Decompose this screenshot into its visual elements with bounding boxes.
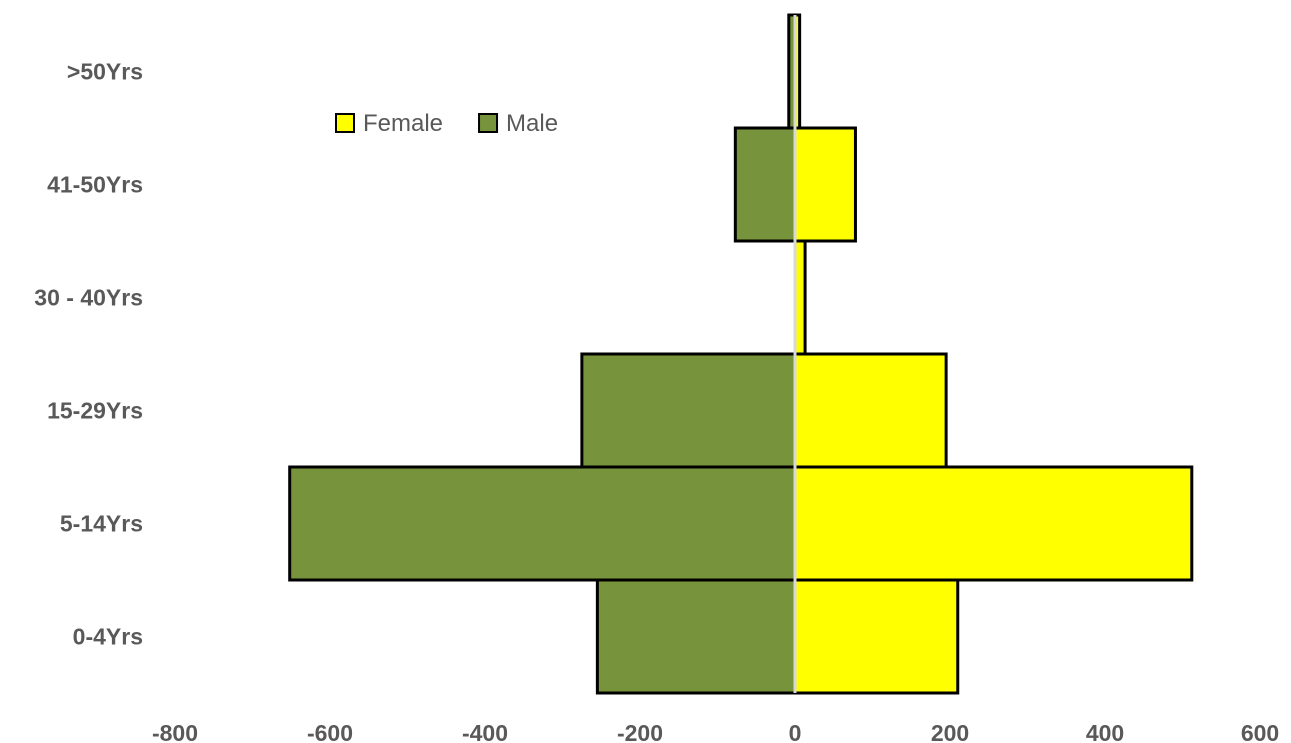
- category-label-30-40yrs: 30 - 40Yrs: [34, 285, 143, 311]
- category-label-50yrs: >50Yrs: [67, 59, 143, 85]
- bar-female-30-40yrs: [793, 239, 807, 356]
- bar-male-15-29yrs: [580, 352, 797, 469]
- legend: Female Male: [335, 110, 558, 137]
- x-tick-label: -600: [307, 720, 353, 743]
- bar-female-5-14yrs: [793, 465, 1194, 582]
- legend-label-male: Male: [506, 110, 558, 137]
- legend-label-female: Female: [363, 110, 443, 137]
- bar-female-0-4yrs: [793, 578, 960, 695]
- category-label-5-14yrs: 5-14Yrs: [60, 511, 143, 537]
- bar-male-5-14yrs: [288, 465, 797, 582]
- category-label-41-50yrs: 41-50Yrs: [47, 172, 143, 198]
- bars-group: [288, 13, 1194, 695]
- category-label-15-29yrs: 15-29Yrs: [47, 398, 143, 424]
- x-tick-label: -400: [462, 720, 508, 743]
- category-labels: 0-4Yrs 5-14Yrs 15-29Yrs 30 - 40Yrs 41-50Yrs >…: [34, 59, 143, 650]
- x-tick-label: 600: [1241, 720, 1279, 743]
- category-label-0-4yrs: 0-4Yrs: [73, 624, 143, 650]
- x-tick-label: 200: [931, 720, 969, 743]
- bar-male-41-50yrs: [733, 126, 797, 243]
- bar-male-0-4yrs: [595, 578, 797, 695]
- x-tick-label: 0: [789, 720, 802, 743]
- legend-swatch-male: [478, 113, 499, 133]
- bar-female-15-29yrs: [793, 352, 948, 469]
- x-tick-label: -800: [152, 720, 198, 743]
- bar-female-41-50yrs: [793, 126, 857, 243]
- legend-swatch-female: [335, 113, 355, 133]
- x-axis-tick-labels: -800 -600 -400 -200 0 200 400 600: [152, 720, 1279, 743]
- x-tick-label: -200: [617, 720, 663, 743]
- x-tick-label: 400: [1086, 720, 1124, 743]
